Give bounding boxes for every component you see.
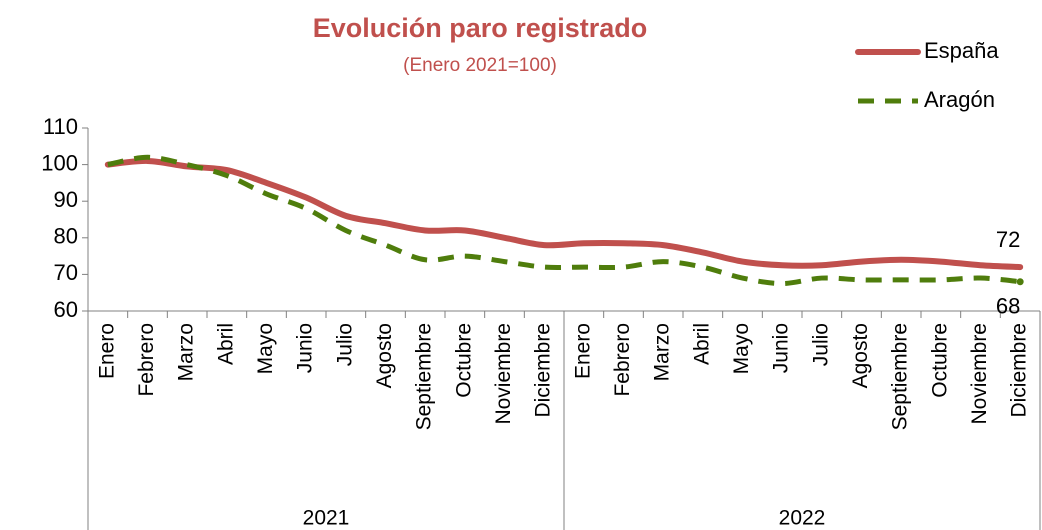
x-tick-label: Octubre: [452, 323, 475, 398]
x-tick-label: Abril: [214, 323, 237, 365]
chart-subtitle: (Enero 2021=100): [403, 55, 557, 76]
x-tick-label: Julio: [809, 323, 832, 366]
y-tick-label: 110: [43, 114, 78, 139]
y-tick-label: 90: [54, 187, 78, 212]
x-tick-label: Noviembre: [968, 323, 991, 425]
series-line: [107, 154, 1021, 287]
group-label: 2022: [779, 507, 826, 530]
x-tick-label: Marzo: [175, 323, 198, 381]
x-tick-label: Julio: [333, 323, 356, 366]
x-tick-label: Diciembre: [1008, 323, 1031, 418]
end-marker: [1016, 278, 1024, 286]
x-tick-label: Septiembre: [413, 323, 436, 430]
x-tick-label: Noviembre: [492, 323, 515, 425]
group-label: 2021: [303, 507, 350, 530]
x-tick-label: Agosto: [373, 323, 396, 388]
x-tick-label: Marzo: [651, 323, 674, 381]
x-tick-label: Junio: [770, 323, 793, 373]
x-tick-label: Mayo: [254, 323, 277, 374]
y-tick-label: 80: [54, 224, 78, 249]
x-tick-label: Junio: [294, 323, 317, 373]
data-label: 72: [996, 227, 1020, 252]
legend-label: España: [924, 38, 999, 63]
x-tick-label: Octubre: [928, 323, 951, 398]
x-tick-label: Febrero: [611, 323, 634, 397]
data-label: 68: [996, 294, 1020, 319]
x-tick-label: Septiembre: [889, 323, 912, 430]
x-tick-label: Mayo: [730, 323, 753, 374]
x-tick-label: Enero: [571, 323, 594, 379]
chart-title: Evolución paro registrado: [313, 13, 648, 43]
x-tick-label: Agosto: [849, 323, 872, 388]
x-tick-label: Diciembre: [532, 323, 555, 418]
x-tick-label: Abril: [690, 323, 713, 365]
y-tick-label: 100: [41, 150, 78, 175]
y-tick-label: 60: [54, 297, 78, 322]
x-tick-label: Febrero: [135, 323, 158, 397]
legend-label: Aragón: [924, 87, 995, 112]
x-tick-label: Enero: [95, 323, 118, 379]
y-tick-label: 70: [54, 260, 78, 285]
series-line: [104, 157, 1024, 271]
